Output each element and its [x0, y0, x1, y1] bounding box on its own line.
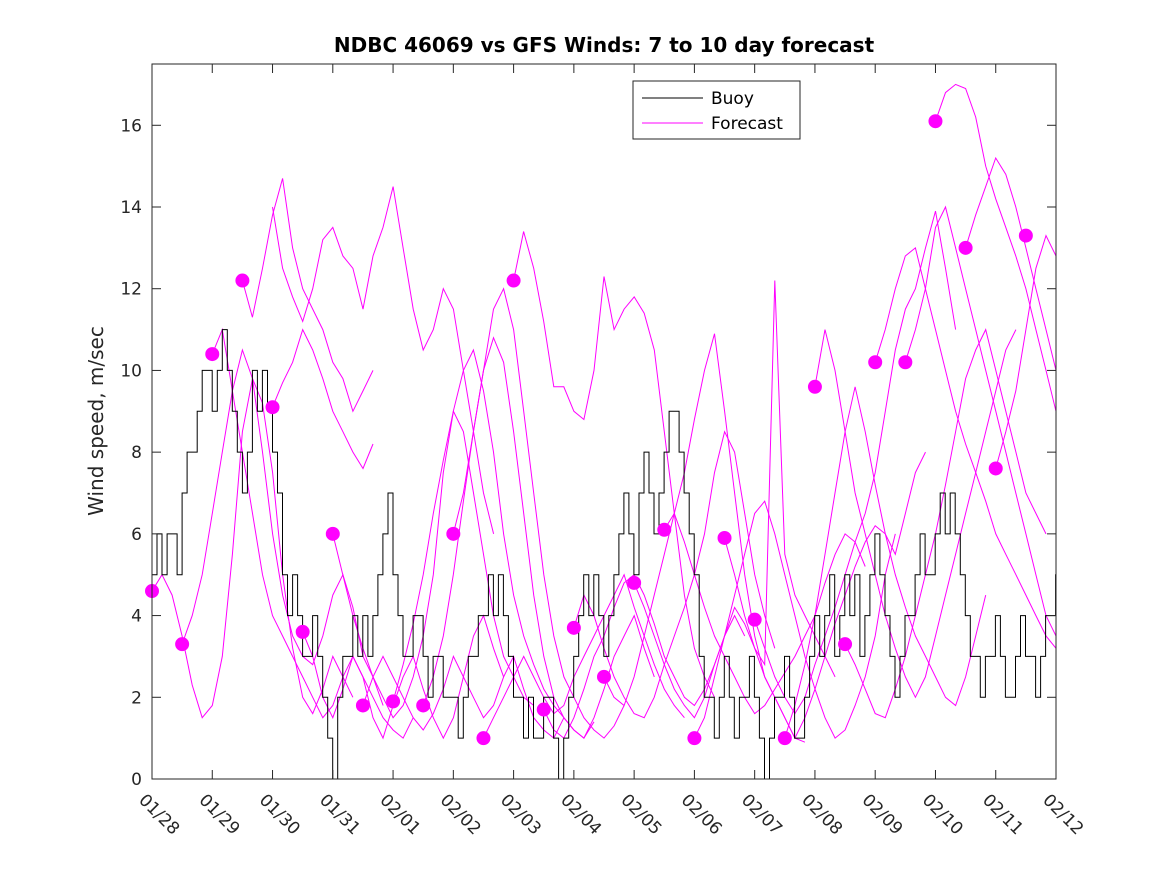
- y-tick-label: 12: [120, 280, 142, 300]
- forecast-marker: [898, 355, 913, 370]
- forecast-marker: [717, 530, 732, 545]
- forecast-line: [513, 231, 715, 698]
- forecast-line: [663, 512, 866, 715]
- chart-title: NDBC 46069 vs GFS Winds: 7 to 10 day for…: [334, 33, 875, 57]
- legend-box: [632, 80, 801, 140]
- forecast-marker: [265, 400, 280, 415]
- forecast-marker: [476, 731, 491, 746]
- forecast-line: [483, 573, 685, 739]
- y-tick-label: 0: [131, 770, 142, 790]
- y-tick-label: 10: [120, 361, 142, 381]
- forecast-line: [693, 500, 896, 739]
- forecast-line: [362, 655, 565, 739]
- forecast-line: [543, 573, 746, 739]
- forecast-line: [844, 328, 1047, 719]
- forecast-marker: [807, 379, 822, 394]
- forecast-marker: [566, 620, 581, 635]
- y-tick-label: 4: [131, 607, 142, 627]
- forecast-line: [392, 348, 595, 739]
- forecast-line: [272, 186, 495, 535]
- forecast-marker: [687, 731, 702, 746]
- forecast-line: [211, 327, 414, 739]
- y-tick-label: 16: [120, 116, 142, 136]
- series-layer: [152, 83, 1056, 779]
- forecast-marker: [416, 698, 431, 713]
- forecast-line: [422, 287, 625, 739]
- forecast-marker: [988, 461, 1003, 476]
- forecast-line: [935, 83, 1056, 414]
- forecast-marker: [597, 669, 611, 684]
- plot-area: [152, 64, 1056, 779]
- forecast-marker: [295, 624, 310, 639]
- forecast-marker: [777, 731, 792, 746]
- forecast-marker: [205, 347, 220, 362]
- forecast-marker: [506, 273, 521, 288]
- y-tick-label: 8: [131, 443, 142, 463]
- forecast-line: [181, 348, 384, 706]
- forecast-line: [272, 328, 374, 470]
- forecast-line: [573, 430, 776, 719]
- legend-forecast-label: Forecast: [711, 114, 783, 134]
- forecast-line: [332, 409, 535, 719]
- forecast-marker: [928, 114, 943, 129]
- y-axis-label: Wind speed, m/sec: [84, 326, 108, 516]
- y-tick-label: 6: [131, 525, 142, 545]
- forecast-line: [241, 178, 374, 413]
- forecast-line: [784, 386, 987, 739]
- forecast-marker: [355, 698, 370, 713]
- buoy-line: [152, 329, 1056, 779]
- forecast-line: [995, 234, 1056, 469]
- forecast-line: [302, 614, 505, 740]
- forecast-marker: [325, 526, 340, 541]
- forecast-marker: [958, 240, 973, 255]
- legend: Buoy Forecast: [632, 80, 801, 140]
- forecast-marker: [868, 355, 883, 370]
- forecast-line: [965, 156, 1056, 373]
- forecast-marker: [446, 526, 461, 541]
- y-tick-label: 2: [131, 688, 142, 708]
- forecast-line: [814, 329, 1017, 699]
- marker-layer: [145, 114, 1033, 746]
- y-tick-label: 14: [120, 198, 142, 218]
- forecast-line: [754, 210, 957, 715]
- forecast-marker: [536, 702, 551, 717]
- forecast-marker: [235, 273, 250, 288]
- forecast-line: [633, 280, 836, 719]
- forecast-marker: [747, 612, 762, 627]
- legend-buoy-label: Buoy: [711, 89, 754, 109]
- forecast-marker: [627, 575, 642, 590]
- forecast-line: [904, 205, 1056, 638]
- forecast-marker: [838, 637, 853, 652]
- forecast-marker: [1018, 228, 1033, 243]
- forecast-marker: [175, 637, 190, 652]
- forecast-marker: [386, 694, 401, 709]
- forecast-marker: [657, 522, 672, 537]
- forecast-line: [874, 247, 1056, 650]
